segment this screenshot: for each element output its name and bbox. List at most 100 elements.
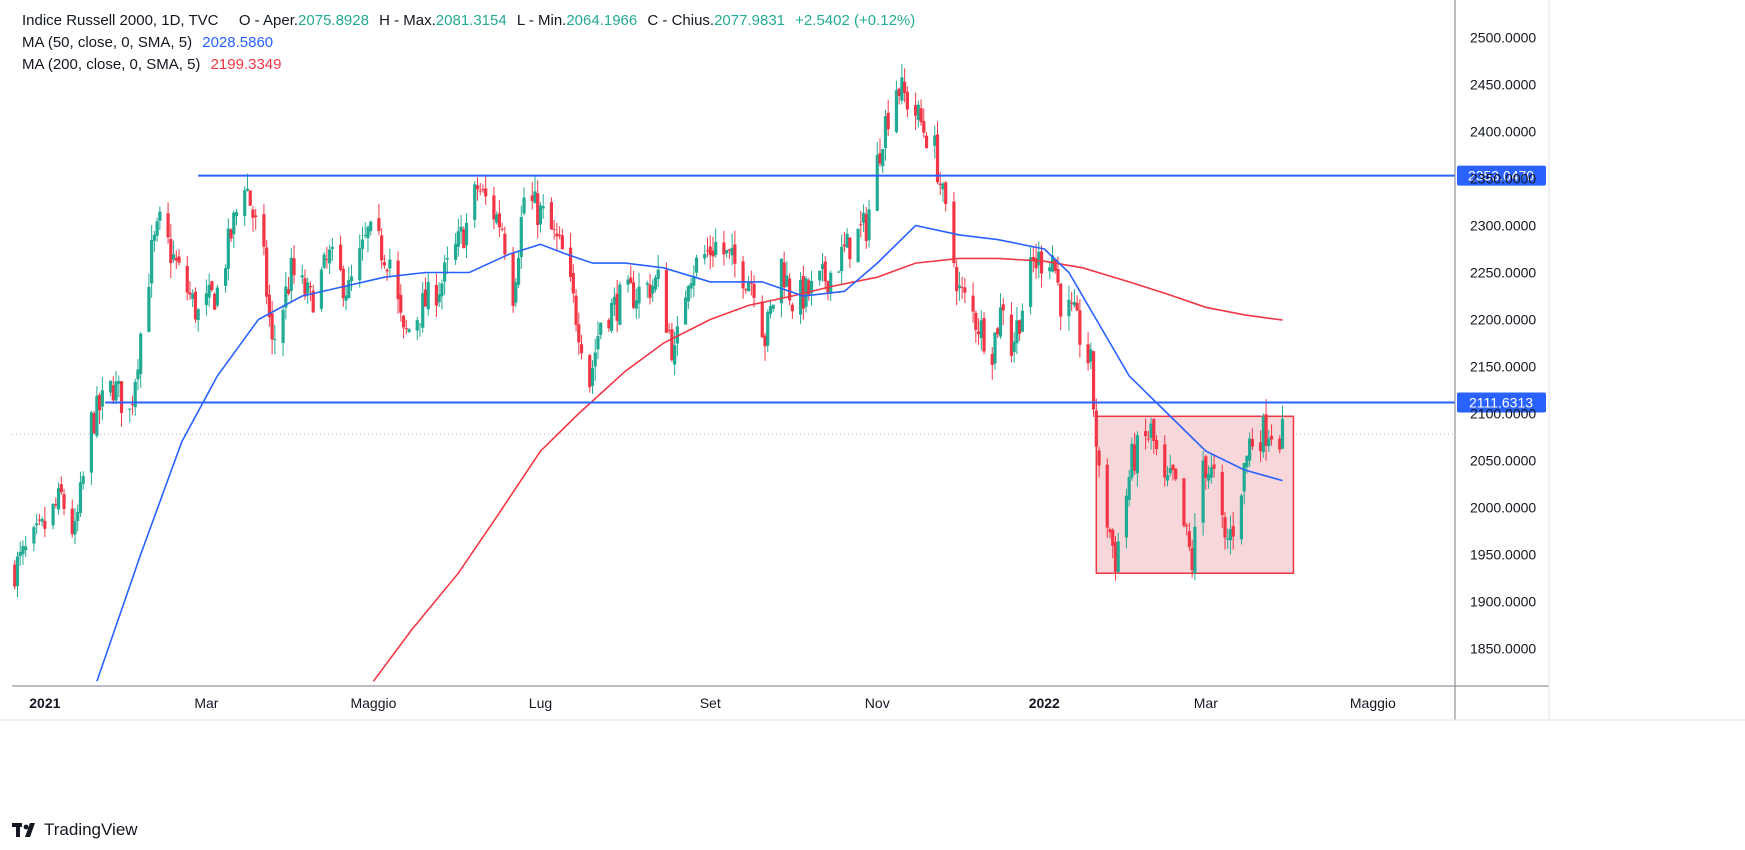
candle (560, 228, 564, 250)
candle (511, 246, 515, 313)
candle (306, 277, 310, 304)
candle (311, 284, 315, 313)
candle (500, 222, 504, 232)
candle (407, 328, 411, 334)
level-price-label: 2353.0470 (1468, 168, 1534, 184)
candle (785, 261, 789, 288)
candle (957, 271, 961, 301)
candle (516, 251, 521, 288)
horizontal-levels[interactable]: 2353.0470 2111.6313 (105, 165, 1546, 413)
candle (347, 266, 351, 299)
candle (59, 476, 63, 495)
symbol-label[interactable]: Indice Russell 2000, 1D, TVC (22, 12, 219, 29)
candle (974, 310, 978, 343)
candle (656, 254, 660, 288)
candle (464, 213, 469, 259)
candle (993, 332, 997, 370)
candle (536, 180, 540, 239)
candle (1209, 453, 1213, 484)
candle (43, 506, 47, 538)
candle (842, 231, 846, 253)
candle (979, 310, 983, 351)
candle (1039, 245, 1044, 288)
candle (1059, 282, 1063, 331)
candle (746, 276, 751, 292)
candle (1165, 466, 1170, 487)
candle (1089, 342, 1093, 370)
y-tick-label: 2350.0000 (1470, 171, 1536, 187)
candle (24, 536, 28, 558)
candle (634, 288, 638, 319)
candle (456, 218, 460, 257)
candle (944, 180, 948, 212)
y-tick-label: 2100.0000 (1470, 405, 1536, 421)
candle (443, 254, 447, 295)
candle (689, 277, 693, 299)
candle (952, 191, 956, 268)
candle (955, 260, 959, 306)
candle (708, 235, 712, 270)
candle (1133, 432, 1137, 475)
y-tick-label: 2500.0000 (1470, 30, 1536, 46)
candle (380, 228, 384, 269)
candle (1204, 454, 1208, 490)
candle (804, 276, 808, 313)
candle (292, 245, 296, 284)
candle (262, 204, 266, 256)
candle (1278, 434, 1282, 454)
candle (610, 298, 614, 334)
tradingview-brand[interactable]: TradingView (12, 820, 138, 840)
candle (1105, 458, 1109, 538)
candle (1009, 302, 1014, 363)
ma50-legend-row[interactable]: MA (50, close, 0, SMA, 5) 2028.5860 (22, 32, 915, 54)
y-tick-label: 2150.0000 (1470, 358, 1536, 374)
candle (453, 233, 458, 265)
candle (344, 286, 348, 311)
candle (588, 353, 592, 393)
candle (1015, 307, 1019, 355)
candle (300, 264, 304, 284)
close-label: C - Chius. (647, 12, 715, 29)
candle (267, 284, 271, 327)
candle (809, 270, 814, 306)
candle (618, 281, 622, 326)
candle (232, 210, 236, 249)
x-tick-label: Maggio (1350, 695, 1396, 711)
high-label: H - Max. (379, 12, 436, 29)
candle (15, 551, 20, 598)
candle (155, 217, 159, 242)
candle (971, 282, 975, 323)
candle (905, 86, 909, 118)
tradingview-logo-icon (12, 823, 35, 837)
candle (98, 392, 102, 425)
candle (1135, 431, 1139, 487)
candle (150, 225, 154, 298)
candle (1094, 398, 1098, 455)
ma200-legend-row[interactable]: MA (200, close, 0, SMA, 5) 2199.3349 (22, 54, 915, 76)
candle (1048, 262, 1052, 280)
candle (933, 125, 937, 159)
candle (377, 203, 381, 236)
candle (100, 377, 104, 421)
candle (577, 312, 581, 356)
candle (818, 270, 822, 286)
candle (990, 347, 994, 380)
candle (714, 228, 718, 258)
candle (596, 321, 600, 360)
candle (254, 208, 258, 230)
candle (798, 272, 803, 325)
candle (1067, 285, 1071, 331)
candle (193, 287, 198, 323)
candle (579, 334, 584, 360)
candle (1206, 465, 1211, 489)
candle (963, 277, 967, 304)
candle (1031, 246, 1035, 273)
candle (837, 270, 841, 273)
ma200-value: 2199.3349 (210, 56, 282, 73)
candle (1111, 528, 1115, 559)
candle (382, 254, 386, 269)
ma50-label: MA (50, close, 0, SMA, 5) (22, 34, 193, 51)
brand-name: TradingView (44, 820, 138, 839)
candlestick-series (13, 63, 1285, 598)
